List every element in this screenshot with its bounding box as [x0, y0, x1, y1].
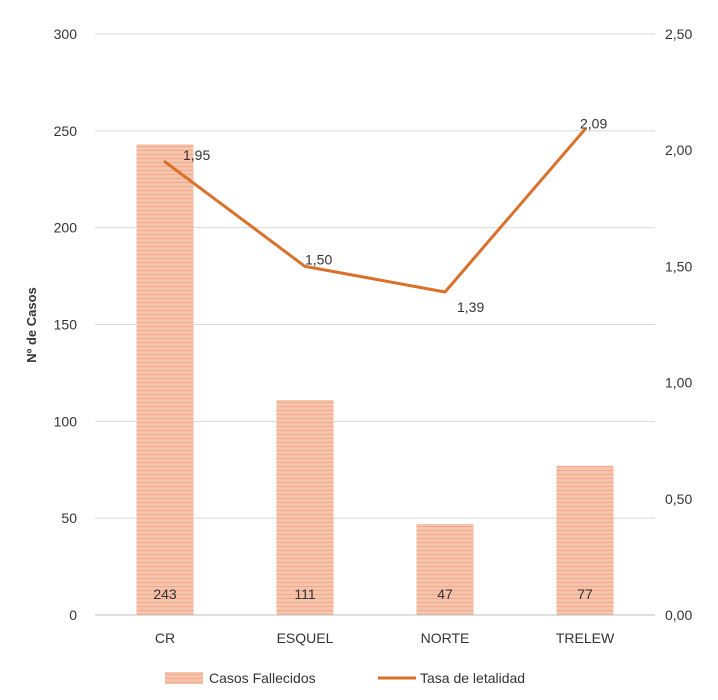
- line-data-label: 2,09: [580, 115, 607, 131]
- x-tick-label: CR: [155, 630, 175, 646]
- legend-label-bars: Casos Fallecidos: [209, 670, 316, 686]
- line-data-label: 1,95: [183, 147, 210, 163]
- y-tick-label-right: 1,00: [665, 375, 692, 391]
- bar-data-label: 111: [294, 586, 315, 602]
- bar-series: 243 111 47 77: [137, 144, 614, 615]
- x-tick-label: ESQUEL: [277, 630, 334, 646]
- line-data-label: 1,39: [457, 299, 484, 315]
- bar: [277, 400, 334, 615]
- legend-item-line: Tasa de letalidad: [378, 670, 525, 686]
- y-tick-label-right: 0,50: [665, 491, 692, 507]
- legend-swatch-bars: [165, 672, 203, 684]
- bar-data-label: 47: [437, 586, 453, 602]
- legend-label-line: Tasa de letalidad: [420, 670, 525, 686]
- line-series: 1,95 1,50 1,39 2,09: [165, 115, 608, 315]
- bar: [137, 144, 194, 615]
- y-tick-label-left: 150: [54, 317, 78, 333]
- y-tick-label-right: 1,50: [665, 258, 692, 274]
- legend: Casos Fallecidos Tasa de letalidad: [165, 670, 525, 686]
- y-tick-label-left: 100: [54, 413, 78, 429]
- line-path: [165, 129, 585, 292]
- y-tick-label-left: 300: [54, 26, 78, 42]
- y-tick-label-left: 200: [54, 220, 78, 236]
- y-tick-label-right: 2,00: [665, 142, 692, 158]
- x-tick-label: TRELEW: [556, 630, 615, 646]
- bar-data-label: 77: [577, 586, 593, 602]
- line-data-label: 1,50: [305, 251, 332, 267]
- y-tick-label-left: 0: [69, 607, 77, 623]
- legend-item-bars: Casos Fallecidos: [165, 670, 316, 686]
- y-axis-title: Nº de Casos: [24, 287, 39, 363]
- y-tick-label-right: 2,50: [665, 26, 692, 42]
- bar-data-label: 243: [153, 586, 177, 602]
- y-tick-label-right: 0,00: [665, 607, 692, 623]
- y-tick-label-left: 250: [54, 123, 78, 139]
- x-tick-label: NORTE: [421, 630, 470, 646]
- y-tick-label-left: 50: [61, 510, 77, 526]
